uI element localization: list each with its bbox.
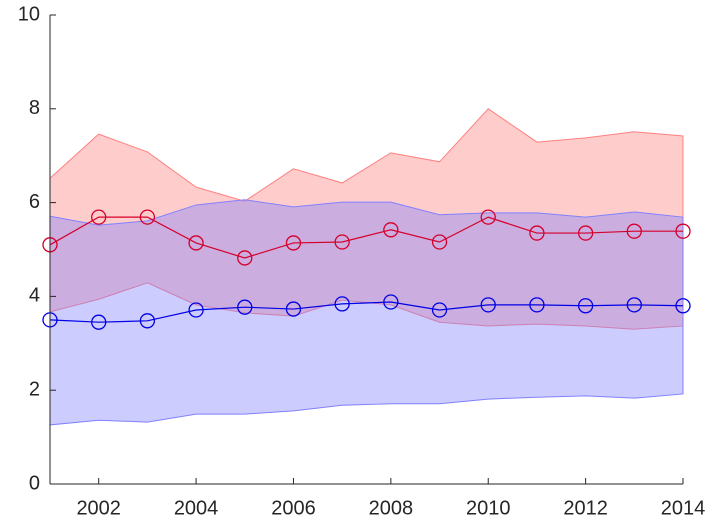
x-tick-label: 2010 [466, 497, 511, 519]
line [49, 216, 683, 259]
marker [285, 301, 302, 317]
y-tick-label: 0 [29, 472, 40, 494]
marker [480, 209, 496, 225]
marker [626, 297, 642, 313]
x-tick-label: 2008 [369, 497, 414, 519]
marker [529, 225, 545, 241]
marker [577, 298, 594, 314]
x-tick-label: 2012 [563, 497, 608, 519]
x-tick-label: 2006 [271, 497, 316, 519]
x-tick-label: 2002 [76, 497, 121, 519]
y-tick-label: 6 [29, 191, 40, 213]
marker [237, 299, 253, 315]
marker [334, 296, 350, 312]
marker [91, 209, 107, 225]
marker [626, 223, 642, 239]
marker [188, 235, 204, 251]
marker [139, 313, 156, 329]
line [49, 301, 684, 323]
marker [577, 225, 594, 241]
y-tick-label: 2 [29, 378, 40, 400]
band [49, 199, 684, 426]
marker [139, 209, 156, 225]
marker [383, 222, 399, 238]
marker [383, 294, 399, 310]
marker [675, 298, 691, 314]
marker [675, 223, 691, 239]
marker [529, 297, 545, 313]
marker [334, 234, 350, 250]
marker [91, 314, 107, 330]
marker [480, 297, 496, 313]
marker [188, 302, 204, 318]
x-tick-label: 2014 [661, 497, 706, 519]
y-tick-label: 8 [29, 97, 40, 119]
x-tick-label: 2004 [174, 497, 219, 519]
marker [237, 250, 253, 266]
y-tick-label: 4 [29, 285, 40, 307]
marker [431, 234, 448, 250]
y-tick-label: 10 [18, 3, 40, 25]
marker [285, 235, 302, 251]
marker [431, 302, 448, 318]
